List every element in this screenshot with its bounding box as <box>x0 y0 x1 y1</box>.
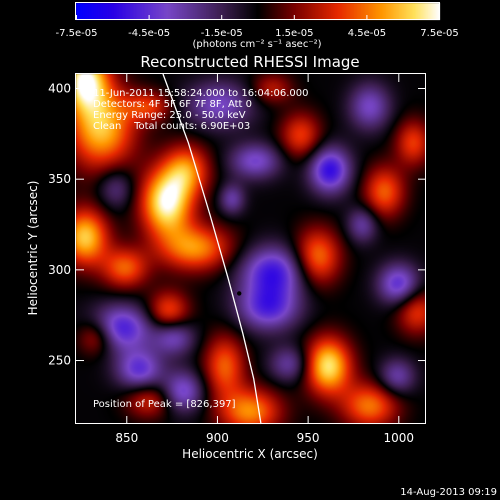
colorbar-frame <box>75 2 440 20</box>
marker-layer <box>237 291 242 296</box>
footer-timestamp: 14-Aug-2013 09:19 <box>400 487 497 498</box>
x-tick-label: 900 <box>206 431 229 445</box>
y-tick-label: 400 <box>48 82 71 96</box>
axis-ticks: 850 900 950 1000 250 300 350 400 <box>48 74 426 445</box>
info-clean-counts: Clean Total counts: 6.90E+03 <box>93 121 250 132</box>
peak-position-label: Position of Peak = [826,397] <box>93 399 236 410</box>
colorbar-tick-label: -7.5e-05 <box>56 28 98 39</box>
x-tick-label: 850 <box>115 431 138 445</box>
plot-frame <box>75 73 426 424</box>
colorbar-tick-label: 7.5e-05 <box>420 28 458 39</box>
colorbar-tick-label: -4.5e-05 <box>128 28 170 39</box>
colorbar-tick-label: 1.5e-05 <box>275 28 313 39</box>
colorbar-tick-label: -1.5e-05 <box>201 28 243 39</box>
chart-title: Reconstructed RHESSI Image <box>140 53 359 71</box>
colorbar-ticks: -7.5e-05 -4.5e-05 -1.5e-05 1.5e-05 4.5e-05 7.… <box>56 15 459 39</box>
colorbar: -7.5e-05 -4.5e-05 -1.5e-05 1.5e-05 4.5e-05 7.… <box>56 2 459 50</box>
info-block: 11-Jun-2011 15:58:24.000 to 16:04:06.000… <box>93 88 309 132</box>
x-tick-label: 1000 <box>384 431 415 445</box>
y-tick-label: 300 <box>48 263 71 277</box>
y-tick-label: 350 <box>48 172 71 186</box>
x-axis-label: Heliocentric X (arcsec) <box>182 447 318 461</box>
info-time-range: 11-Jun-2011 15:58:24.000 to 16:04:06.000 <box>93 88 309 99</box>
limb-layer <box>162 73 262 425</box>
colorbar-label: (photons cm⁻² s⁻¹ asec⁻²) <box>192 39 321 50</box>
info-energy-range: Energy Range: 25.0 - 50.0 keV <box>93 110 246 121</box>
colorbar-tick-label: 4.5e-05 <box>348 28 386 39</box>
info-detectors: Detectors: 4F 5F 6F 7F 8F, Att 0 <box>93 99 252 110</box>
centroid-marker <box>237 291 242 296</box>
solar-limb-line <box>162 73 262 425</box>
x-tick-label: 950 <box>297 431 320 445</box>
y-axis-label: Heliocentric Y (arcsec) <box>26 181 40 316</box>
y-tick-label: 250 <box>48 354 71 368</box>
